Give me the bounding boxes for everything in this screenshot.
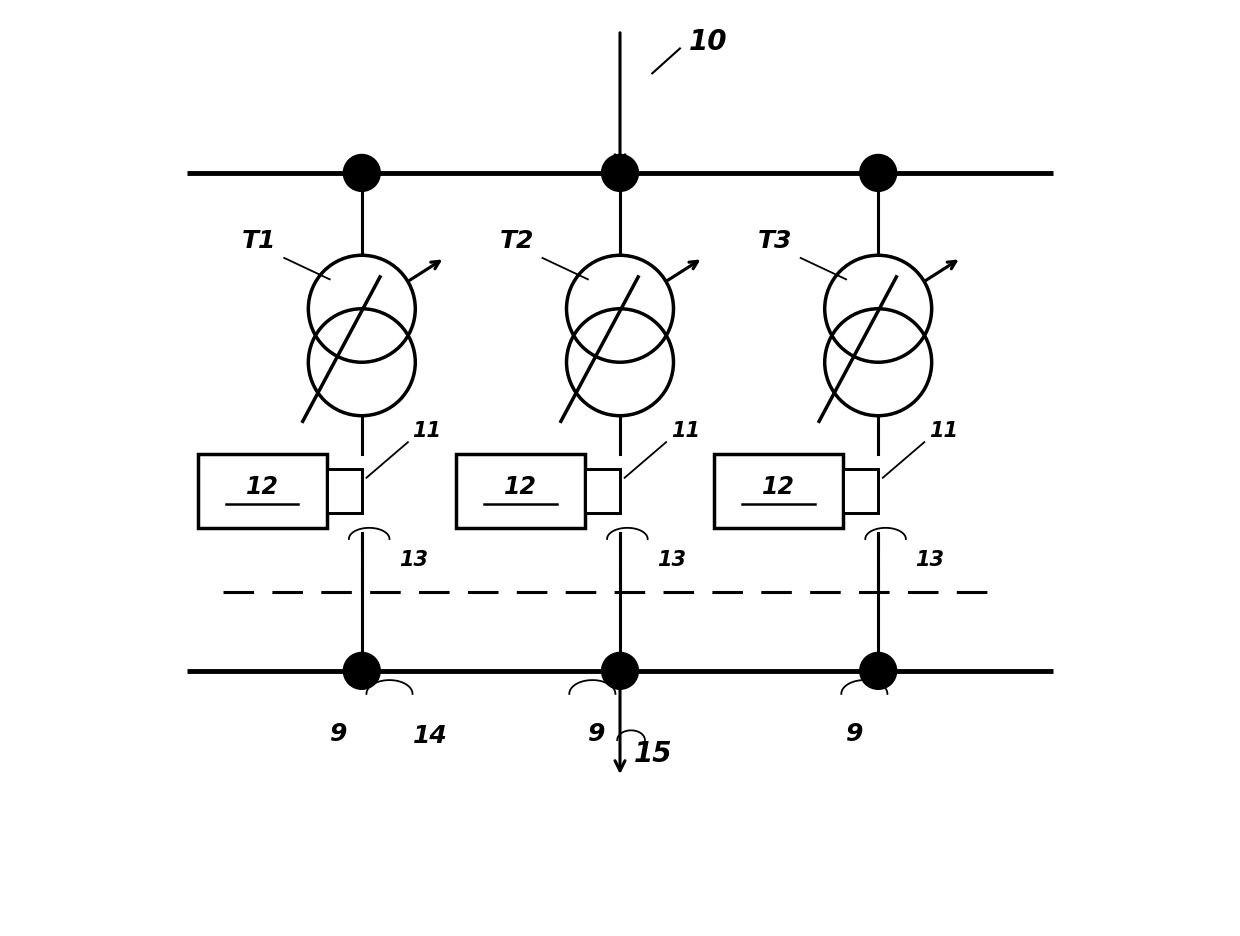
- Text: 12: 12: [503, 475, 537, 500]
- Text: 12: 12: [763, 475, 795, 500]
- Text: 14: 14: [413, 724, 448, 749]
- Text: T2: T2: [500, 228, 534, 253]
- Circle shape: [309, 309, 415, 416]
- Circle shape: [601, 154, 639, 191]
- Bar: [714, 454, 843, 528]
- Text: 13: 13: [657, 550, 686, 570]
- Text: 11: 11: [413, 421, 441, 441]
- Text: 15: 15: [634, 739, 672, 768]
- Text: 12: 12: [246, 475, 279, 500]
- Circle shape: [825, 256, 931, 362]
- Text: 9: 9: [330, 722, 347, 746]
- Text: 9: 9: [847, 722, 864, 746]
- Text: T3: T3: [758, 228, 792, 253]
- Bar: [585, 469, 620, 513]
- Circle shape: [567, 256, 673, 362]
- Circle shape: [859, 652, 897, 689]
- Circle shape: [567, 309, 673, 416]
- Circle shape: [309, 256, 415, 362]
- Circle shape: [343, 154, 381, 191]
- Circle shape: [601, 652, 639, 689]
- Circle shape: [343, 652, 381, 689]
- Text: 11: 11: [929, 421, 959, 441]
- Bar: [327, 469, 362, 513]
- Text: 10: 10: [689, 28, 728, 56]
- Circle shape: [825, 309, 931, 416]
- Text: 11: 11: [671, 421, 699, 441]
- Text: 9: 9: [588, 722, 605, 746]
- Bar: [456, 454, 585, 528]
- Circle shape: [859, 154, 897, 191]
- Bar: [843, 469, 878, 513]
- Text: 13: 13: [399, 550, 428, 570]
- Text: 13: 13: [915, 550, 944, 570]
- Text: T1: T1: [242, 228, 277, 253]
- Bar: [197, 454, 327, 528]
